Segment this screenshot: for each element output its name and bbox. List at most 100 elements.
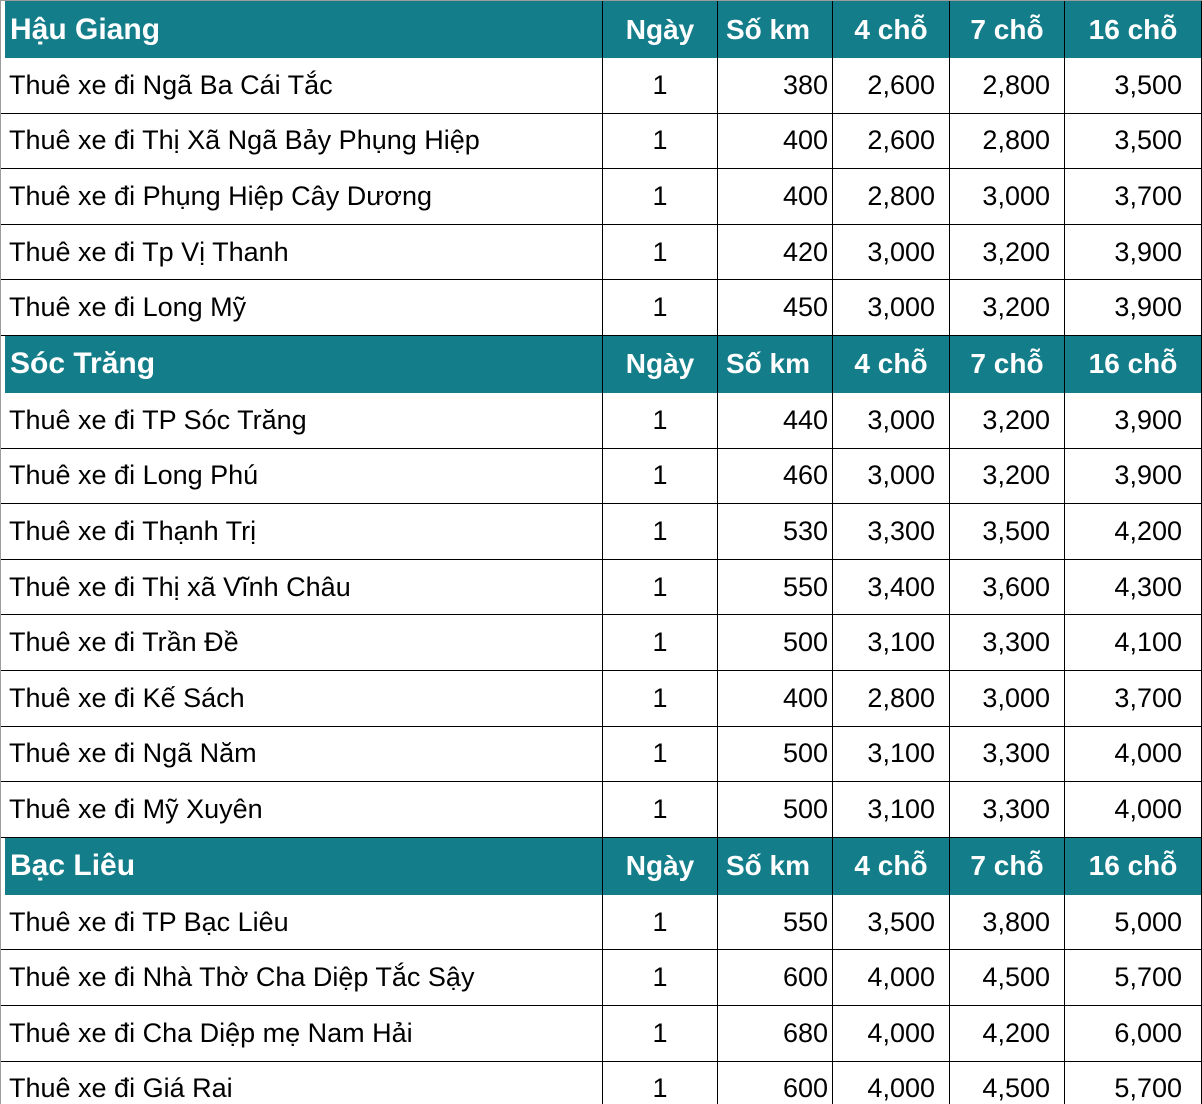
seat16-value: 4,000 bbox=[1065, 782, 1202, 837]
days-value: 1 bbox=[603, 726, 718, 782]
route-name: Thuê xe đi Cha Diệp mẹ Nam Hải bbox=[1, 1005, 603, 1061]
route-name: Thuê xe đi Tp Vị Thanh bbox=[1, 224, 603, 280]
section-header-row: Sóc Trăng Ngày Số km 4 chỗ 7 chỗ 16 chỗ bbox=[1, 335, 1202, 393]
seat16-value: 3,900 bbox=[1065, 224, 1202, 280]
days-value: 1 bbox=[603, 448, 718, 504]
seat4-value: 3,400 bbox=[833, 559, 950, 615]
days-value: 1 bbox=[603, 1005, 718, 1061]
seat4-value: 4,000 bbox=[833, 1005, 950, 1061]
seat4-value: 2,600 bbox=[833, 58, 950, 113]
table-row: Thuê xe đi Ngã Ba Cái Tắc 1 380 2,600 2,800 3… bbox=[1, 58, 1202, 114]
km-value: 550 bbox=[718, 894, 833, 950]
route-name: Thuê xe đi Thị Xã Ngã Bảy Phụng Hiệp bbox=[1, 113, 603, 169]
column-header-7-seat: 7 chỗ bbox=[950, 1, 1065, 58]
seat7-value: 3,200 bbox=[950, 392, 1065, 448]
days-value: 1 bbox=[603, 58, 718, 113]
section-title: Sóc Trăng bbox=[1, 335, 603, 393]
column-header-7-seat: 7 chỗ bbox=[950, 837, 1065, 895]
km-value: 550 bbox=[718, 559, 833, 615]
seat7-value: 4,500 bbox=[950, 1061, 1065, 1104]
seat4-value: 3,000 bbox=[833, 280, 950, 335]
km-value: 460 bbox=[718, 448, 833, 504]
route-name: Thuê xe đi Mỹ Xuyên bbox=[1, 782, 603, 837]
seat16-value: 3,900 bbox=[1065, 448, 1202, 504]
seat7-value: 3,200 bbox=[950, 224, 1065, 280]
table-row: Thuê xe đi Tp Vị Thanh 1 420 3,000 3,200 3,90… bbox=[1, 224, 1202, 281]
column-header-days: Ngày bbox=[603, 1, 718, 58]
seat4-value: 4,000 bbox=[833, 1061, 950, 1104]
seat7-value: 3,000 bbox=[950, 169, 1065, 224]
column-header-km: Số km bbox=[718, 837, 833, 895]
section-header-row: Hậu Giang Ngày Số km 4 chỗ 7 chỗ 16 chỗ bbox=[1, 1, 1202, 58]
km-value: 600 bbox=[718, 1061, 833, 1104]
table-row: Thuê xe đi Thạnh Trị 1 530 3,300 3,500 4,200 bbox=[1, 504, 1202, 560]
seat4-value: 3,100 bbox=[833, 782, 950, 837]
seat16-value: 6,000 bbox=[1065, 1005, 1202, 1061]
km-value: 530 bbox=[718, 504, 833, 559]
days-value: 1 bbox=[603, 504, 718, 559]
route-name: Thuê xe đi Long Mỹ bbox=[1, 280, 603, 335]
seat7-value: 3,500 bbox=[950, 504, 1065, 559]
table-row: Thuê xe đi Thị Xã Ngã Bảy Phụng Hiệp 1 400… bbox=[1, 113, 1202, 170]
column-header-days: Ngày bbox=[603, 837, 718, 895]
days-value: 1 bbox=[603, 224, 718, 280]
column-header-km: Số km bbox=[718, 1, 833, 58]
route-name: Thuê xe đi Trần Đề bbox=[1, 615, 603, 670]
table-row: Thuê xe đi Mỹ Xuyên 1 500 3,100 3,300 4,000 bbox=[1, 782, 1202, 838]
route-name: Thuê xe đi Nhà Thờ Cha Diệp Tắc Sậy bbox=[1, 950, 603, 1005]
seat4-value: 2,600 bbox=[833, 113, 950, 169]
section-title: Hậu Giang bbox=[1, 1, 603, 58]
km-value: 440 bbox=[718, 392, 833, 448]
column-header-16-seat: 16 chỗ bbox=[1065, 837, 1202, 895]
days-value: 1 bbox=[603, 894, 718, 950]
seat7-value: 3,300 bbox=[950, 726, 1065, 782]
days-value: 1 bbox=[603, 113, 718, 169]
table-row: Thuê xe đi Long Mỹ 1 450 3,000 3,200 3,900 bbox=[1, 280, 1202, 336]
km-value: 500 bbox=[718, 615, 833, 670]
route-name: Thuê xe đi Ngã Năm bbox=[1, 726, 603, 782]
km-value: 400 bbox=[718, 113, 833, 169]
seat4-value: 3,100 bbox=[833, 726, 950, 782]
seat16-value: 4,300 bbox=[1065, 559, 1202, 615]
km-value: 680 bbox=[718, 1005, 833, 1061]
km-value: 420 bbox=[718, 224, 833, 280]
km-value: 400 bbox=[718, 670, 833, 726]
km-value: 500 bbox=[718, 726, 833, 782]
table-row: Thuê xe đi Phụng Hiệp Cây Dương 1 400 2,800… bbox=[1, 169, 1202, 225]
route-name: Thuê xe đi TP Sóc Trăng bbox=[1, 392, 603, 448]
table-row: Thuê xe đi Long Phú 1 460 3,000 3,200 3,900 bbox=[1, 448, 1202, 505]
seat7-value: 3,600 bbox=[950, 559, 1065, 615]
days-value: 1 bbox=[603, 280, 718, 335]
seat16-value: 3,500 bbox=[1065, 58, 1202, 113]
table-row: Thuê xe đi Thị xã Vĩnh Châu 1 550 3,400 3,60… bbox=[1, 559, 1202, 616]
seat16-value: 5,700 bbox=[1065, 1061, 1202, 1104]
column-header-days: Ngày bbox=[603, 335, 718, 393]
column-header-4-seat: 4 chỗ bbox=[833, 837, 950, 895]
seat4-value: 3,100 bbox=[833, 615, 950, 670]
column-header-16-seat: 16 chỗ bbox=[1065, 1, 1202, 58]
table-row: Thuê xe đi Cha Diệp mẹ Nam Hải 1 680 4,000 4… bbox=[1, 1005, 1202, 1062]
km-value: 500 bbox=[718, 782, 833, 837]
seat7-value: 2,800 bbox=[950, 58, 1065, 113]
km-value: 450 bbox=[718, 280, 833, 335]
route-name: Thuê xe đi Phụng Hiệp Cây Dương bbox=[1, 169, 603, 224]
seat7-value: 4,200 bbox=[950, 1005, 1065, 1061]
seat4-value: 2,800 bbox=[833, 670, 950, 726]
days-value: 1 bbox=[603, 169, 718, 224]
route-name: Thuê xe đi Giá Rai bbox=[1, 1061, 603, 1104]
seat7-value: 2,800 bbox=[950, 113, 1065, 169]
column-header-4-seat: 4 chỗ bbox=[833, 335, 950, 393]
days-value: 1 bbox=[603, 950, 718, 1005]
seat16-value: 4,100 bbox=[1065, 615, 1202, 670]
km-value: 600 bbox=[718, 950, 833, 1005]
seat16-value: 4,200 bbox=[1065, 504, 1202, 559]
seat7-value: 3,300 bbox=[950, 782, 1065, 837]
seat7-value: 3,300 bbox=[950, 615, 1065, 670]
days-value: 1 bbox=[603, 670, 718, 726]
route-name: Thuê xe đi Ngã Ba Cái Tắc bbox=[1, 58, 603, 113]
seat4-value: 3,000 bbox=[833, 224, 950, 280]
seat16-value: 5,700 bbox=[1065, 950, 1202, 1005]
route-name: Thuê xe đi Thạnh Trị bbox=[1, 504, 603, 559]
seat16-value: 3,900 bbox=[1065, 392, 1202, 448]
